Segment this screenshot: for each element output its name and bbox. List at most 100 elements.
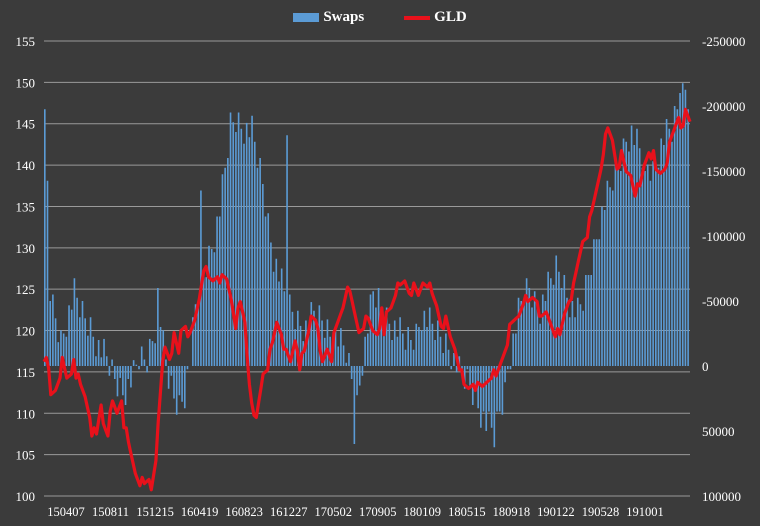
swaps-bar <box>148 338 151 366</box>
swaps-bar <box>178 366 181 396</box>
gld-line <box>42 107 692 492</box>
swaps-bar <box>434 340 436 366</box>
swaps-bar <box>668 128 671 366</box>
swaps-bar <box>477 366 479 409</box>
swaps-bar <box>143 359 146 366</box>
swaps-bar <box>496 366 498 412</box>
swaps-bar <box>111 359 113 366</box>
right-axis-ticks: 100000 50000 0 -50000 -100000 -150000 -200000 -… <box>702 34 745 504</box>
swaps-bar <box>552 284 555 366</box>
legend-swatch-gld <box>404 15 431 20</box>
legend-label-gld: GLD <box>434 9 467 25</box>
swaps-bar <box>625 141 628 366</box>
swaps-bar <box>127 366 130 379</box>
swaps-bar <box>504 366 506 383</box>
swaps-bar <box>630 125 633 366</box>
swaps-bar <box>399 317 401 366</box>
swaps-bar <box>52 294 54 366</box>
left-tick-label: 100 <box>16 489 36 504</box>
swaps-bar <box>568 317 571 366</box>
swaps-bar <box>326 319 329 366</box>
swaps-bar <box>70 309 73 366</box>
left-tick-label: 145 <box>16 117 36 132</box>
swaps-bar <box>555 255 558 366</box>
swaps-bar <box>170 366 173 376</box>
swaps-bar <box>124 366 127 405</box>
swaps-bar <box>614 158 617 366</box>
left-tick-label: 105 <box>16 448 36 463</box>
swaps-bar <box>660 138 663 366</box>
swaps-bar <box>611 190 614 366</box>
swaps-bar <box>210 249 213 366</box>
swaps-bar <box>132 360 135 366</box>
swaps-bar <box>576 297 579 366</box>
swaps-bar <box>439 336 442 366</box>
swaps-bars <box>44 83 689 448</box>
legend-swatch-swaps <box>293 13 320 22</box>
swaps-bar <box>485 366 488 431</box>
swaps-bar <box>380 307 383 366</box>
swaps-bar <box>240 128 243 366</box>
swaps-bar <box>428 307 431 366</box>
swaps-bar <box>388 323 391 366</box>
swaps-bar <box>87 335 89 366</box>
swaps-bar <box>116 366 119 397</box>
swaps-bar <box>415 323 418 366</box>
swaps-bar <box>345 362 348 366</box>
swaps-bar <box>367 333 369 366</box>
swaps-bar <box>525 278 528 366</box>
swaps-bar <box>652 161 654 366</box>
swaps-bar <box>267 213 270 366</box>
swaps-bar <box>641 167 644 366</box>
swaps-bar <box>89 317 92 366</box>
swaps-bar <box>358 366 361 386</box>
x-tick-label: 180515 <box>448 505 486 519</box>
right-tick-label: 100000 <box>702 489 741 504</box>
swaps-bar <box>259 158 261 366</box>
left-tick-label: 150 <box>16 75 36 90</box>
swaps-bar <box>609 187 611 366</box>
swaps-bar <box>340 328 342 366</box>
swaps-bar <box>264 216 267 366</box>
swaps-bar <box>119 366 121 378</box>
swaps-bar <box>684 89 687 366</box>
swaps-bar <box>315 325 318 366</box>
swaps-bar <box>531 307 533 366</box>
swaps-bar <box>590 275 593 366</box>
swaps-bar <box>356 366 358 396</box>
swaps-bar <box>253 141 256 366</box>
swaps-bar <box>154 343 156 366</box>
swaps-bar <box>46 180 49 366</box>
swaps-bar <box>681 83 684 366</box>
swaps-bar <box>310 302 313 366</box>
swaps-bar <box>657 167 660 366</box>
swaps-bar <box>194 304 197 366</box>
swaps-bar <box>420 330 423 366</box>
x-tick-label: 160823 <box>225 505 263 519</box>
swaps-bar <box>208 245 210 366</box>
swaps-bar <box>593 239 595 366</box>
swaps-bar <box>103 338 105 366</box>
swaps-bar <box>286 135 288 366</box>
swaps-bar <box>536 307 539 366</box>
swaps-bar <box>138 366 140 370</box>
swaps-bar <box>595 239 598 366</box>
swaps-bar <box>649 180 652 366</box>
swaps-bar <box>95 356 97 366</box>
swaps-bar <box>638 148 641 366</box>
swaps-bar <box>218 216 221 366</box>
swaps-bar <box>391 340 393 366</box>
swaps-bar <box>679 93 681 366</box>
swaps-bar <box>337 346 340 366</box>
swaps-bar <box>520 301 523 366</box>
swaps-bar <box>401 333 404 366</box>
swaps-bar <box>49 301 51 366</box>
swaps-bar <box>442 353 444 366</box>
swaps-bar <box>665 119 668 366</box>
swaps-bar <box>474 366 477 389</box>
swaps-bar <box>342 345 345 366</box>
swaps-bar <box>97 340 100 366</box>
right-tick-label: -50000 <box>702 294 739 309</box>
swaps-bar <box>78 317 81 366</box>
swaps-bar <box>450 366 453 370</box>
